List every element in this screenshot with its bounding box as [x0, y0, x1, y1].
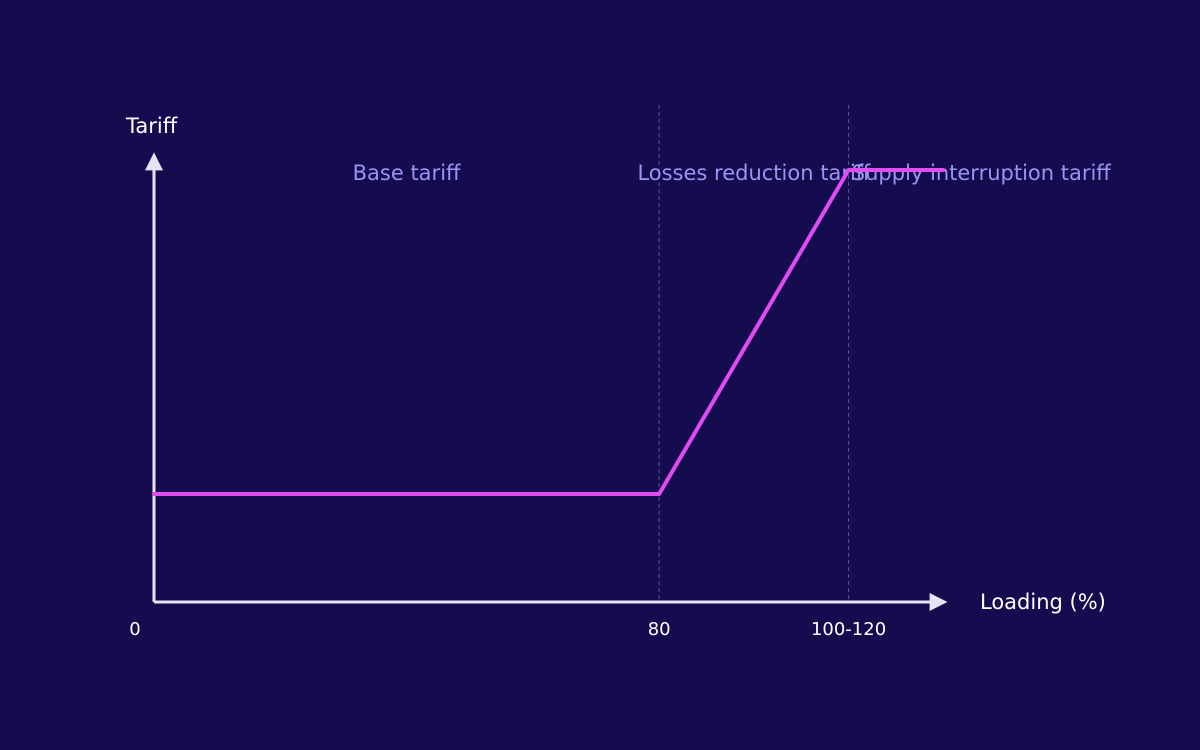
x-tick-label: 80 [648, 619, 671, 640]
region-labels: Base tariff Losses reduction tariffSupply… [353, 161, 1112, 185]
region-dividers [658, 105, 850, 602]
region-label: Losses reduction tariff [637, 161, 870, 185]
x-axis-title: Loading (%) [980, 590, 1106, 614]
x-tick-label: 0 [129, 619, 140, 640]
x-tick-label: 100-120 [811, 619, 886, 640]
tariff-line [152, 168, 946, 496]
tariff-series [152, 168, 946, 496]
x-tick-labels: 0 80 100-120 [129, 619, 886, 640]
region-label: Base tariff [353, 161, 461, 185]
region-label: Supply interruption tariff [852, 161, 1112, 185]
y-axis-title: Tariff [125, 114, 178, 138]
